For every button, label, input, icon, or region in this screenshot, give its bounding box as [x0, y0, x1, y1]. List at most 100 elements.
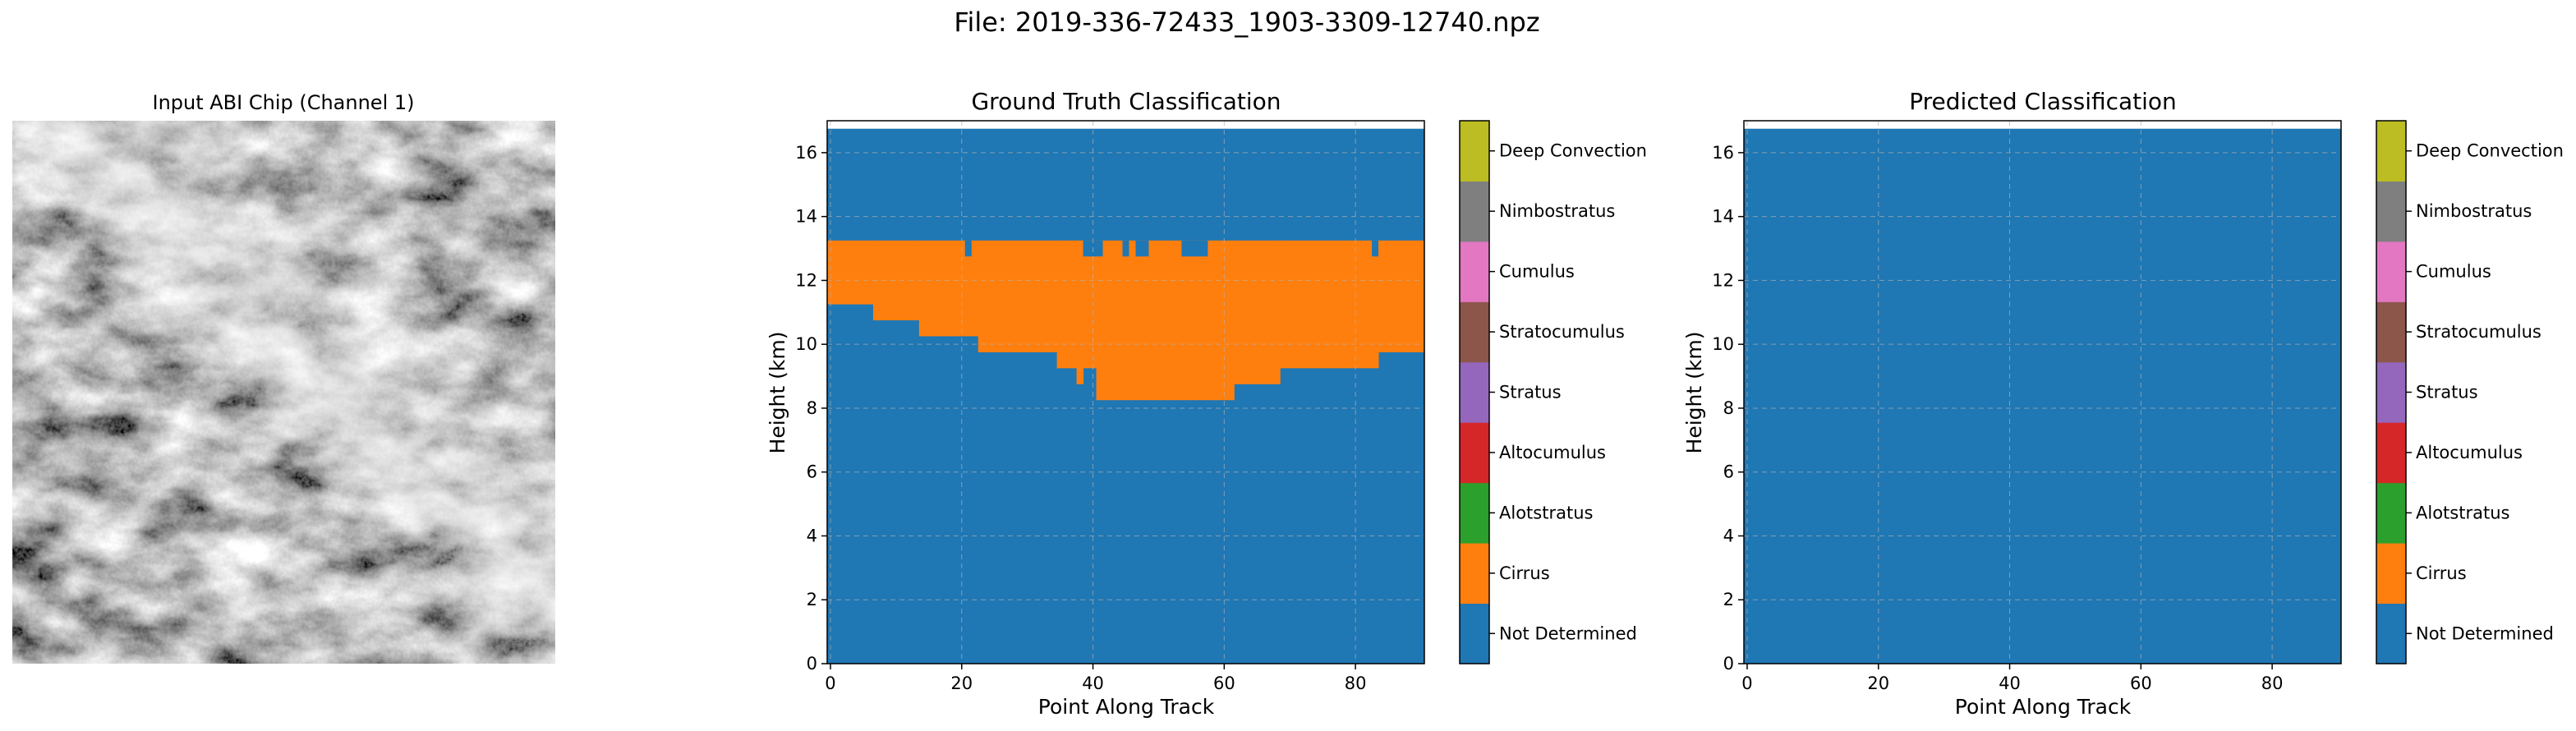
colorbar-swatch-3 — [1460, 422, 1489, 484]
y-tick-label: 10 — [795, 334, 817, 354]
input-image-title: Input ABI Chip (Channel 1) — [152, 91, 414, 114]
colorbar-frame — [2376, 120, 2407, 664]
cirrus-column-9 — [1280, 240, 1379, 369]
input-image-panel: Input ABI Chip (Channel 1) — [12, 91, 555, 664]
y-tick-label: 10 — [1712, 334, 1734, 354]
y-tick-label: 6 — [1723, 462, 1734, 482]
colorbar-label: Nimbostratus — [2416, 201, 2532, 221]
colorbar-swatch-2 — [1460, 482, 1489, 544]
predicted-x-label: Point Along Track — [1955, 695, 2132, 719]
colorbar-frame — [1459, 120, 1490, 664]
predicted-title: Predicted Classification — [1909, 88, 2177, 115]
x-tick-label: 60 — [2130, 674, 2152, 693]
colorbar-label: Cirrus — [1499, 563, 1550, 583]
colorbar-swatch-7 — [2376, 181, 2406, 242]
cirrus-top-gap-0 — [964, 240, 972, 257]
cirrus-column-6 — [1083, 240, 1097, 369]
colorbar-label: Cumulus — [2416, 262, 2491, 282]
colorbar-swatch-0 — [1460, 603, 1489, 664]
cirrus-column-5 — [1076, 240, 1084, 384]
y-tick-label: 0 — [807, 654, 817, 674]
ground-truth-x-label: Point Along Track — [1038, 695, 1215, 719]
y-tick-label: 4 — [1723, 526, 1734, 545]
colorbar-swatch-8 — [1460, 121, 1489, 182]
colorbar-label: Cumulus — [1499, 262, 1575, 282]
ground-truth-y-ticks: 0 2 4 6 8 10 12 14 16 — [795, 143, 827, 674]
y-tick-label: 16 — [795, 143, 817, 163]
cirrus-top-gap-4 — [1181, 240, 1208, 257]
class-not-determined-field — [1744, 128, 2341, 664]
input-image-bright-band — [12, 121, 555, 664]
colorbar-label: Nimbostratus — [1499, 201, 1615, 221]
colorbar-swatch-2 — [2376, 482, 2406, 544]
colorbar-swatch-4 — [2376, 361, 2406, 423]
x-tick-label: 80 — [2261, 674, 2284, 693]
colorbar-label: Not Determined — [1499, 623, 1637, 643]
y-tick-label: 0 — [1723, 654, 1734, 674]
x-tick-label: 0 — [1741, 674, 1752, 693]
colorbar-label: Not Determined — [2416, 623, 2554, 643]
predicted-y-ticks: 0 2 4 6 8 10 12 14 16 — [1712, 143, 1744, 674]
predicted-y-label: Height (km) — [1682, 332, 1706, 454]
colorbar-label: Altocumulus — [2416, 443, 2523, 462]
ground-truth-panel: Ground Truth Classification 0 20 40 60 80 0 2… — [766, 88, 1647, 719]
colorbar-label: Altocumulus — [1499, 443, 1606, 462]
colorbar-swatch-6 — [1460, 241, 1489, 302]
cirrus-column-8 — [1234, 240, 1281, 384]
x-tick-label: 20 — [1867, 674, 1889, 693]
colorbar-label: Stratocumulus — [2416, 322, 2542, 342]
y-tick-label: 2 — [807, 590, 817, 609]
cirrus-column-3 — [978, 240, 1058, 352]
cirrus-top-gap-2 — [1122, 240, 1129, 257]
y-tick-label: 16 — [1712, 143, 1734, 163]
y-tick-label: 8 — [807, 398, 817, 418]
predicted-panel: Predicted Classification 0 20 40 60 80 0 2 4 6 8… — [1682, 88, 2564, 719]
x-tick-label: 80 — [1345, 674, 1367, 693]
colorbar-label: Alotstratus — [2416, 503, 2509, 522]
cirrus-column-4 — [1056, 240, 1078, 369]
ground-truth-plot-area — [827, 128, 1425, 664]
colorbar-swatch-0 — [2376, 603, 2406, 664]
colorbar-swatch-8 — [2376, 121, 2406, 182]
colorbar-label: Stratus — [1499, 383, 1562, 402]
predicted-axes-frame — [1743, 120, 2342, 664]
colorbar-swatch-5 — [1460, 301, 1489, 363]
colorbar-swatch-1 — [2376, 543, 2406, 605]
colorbar-label: Stratus — [2416, 383, 2478, 402]
colorbar-swatch-7 — [1460, 181, 1489, 242]
ground-truth-title: Ground Truth Classification — [971, 88, 1281, 115]
colorbar-label: Deep Convection — [2416, 141, 2564, 161]
cirrus-column-10 — [1378, 240, 1425, 352]
y-tick-label: 14 — [795, 207, 817, 227]
y-tick-label: 12 — [1712, 270, 1734, 290]
y-tick-label: 12 — [795, 270, 817, 290]
ground-truth-y-label: Height (km) — [766, 332, 789, 454]
figure-title: File: 2019-336-72433_1903-3309-12740.npz — [954, 7, 1539, 38]
predicted-colorbar: Not Determined Cirrus Alotstratus Altocumul… — [2376, 120, 2564, 664]
ground-truth-axes-frame — [826, 120, 1425, 664]
y-tick-label: 6 — [807, 462, 817, 482]
colorbar-swatch-6 — [2376, 241, 2406, 302]
predicted-x-ticks: 0 20 40 60 80 — [1741, 664, 2283, 693]
colorbar-label: Alotstratus — [1499, 503, 1593, 522]
colorbar-swatch-1 — [1460, 543, 1489, 605]
y-tick-label: 2 — [1723, 590, 1734, 609]
colorbar-label: Stratocumulus — [1499, 322, 1625, 342]
y-tick-label: 8 — [1723, 398, 1734, 418]
ground-truth-colorbar: Not Determined Cirrus Alotstratus Altocumul… — [1459, 120, 1647, 664]
colorbar-swatch-5 — [2376, 301, 2406, 363]
cirrus-top-gap-5 — [1372, 240, 1379, 257]
predicted-grid — [1744, 121, 2341, 664]
x-tick-label: 0 — [825, 674, 835, 693]
x-tick-label: 20 — [950, 674, 973, 693]
colorbar-label: Cirrus — [2416, 563, 2467, 583]
cirrus-top-gap-3 — [1135, 240, 1149, 257]
cirrus-column-0 — [827, 240, 874, 305]
x-tick-label: 60 — [1213, 674, 1235, 693]
y-tick-label: 4 — [807, 526, 817, 545]
x-tick-label: 40 — [1082, 674, 1104, 693]
colorbar-swatch-3 — [2376, 422, 2406, 484]
ground-truth-x-ticks: 0 20 40 60 80 — [825, 664, 1366, 693]
x-tick-label: 40 — [1999, 674, 2021, 693]
